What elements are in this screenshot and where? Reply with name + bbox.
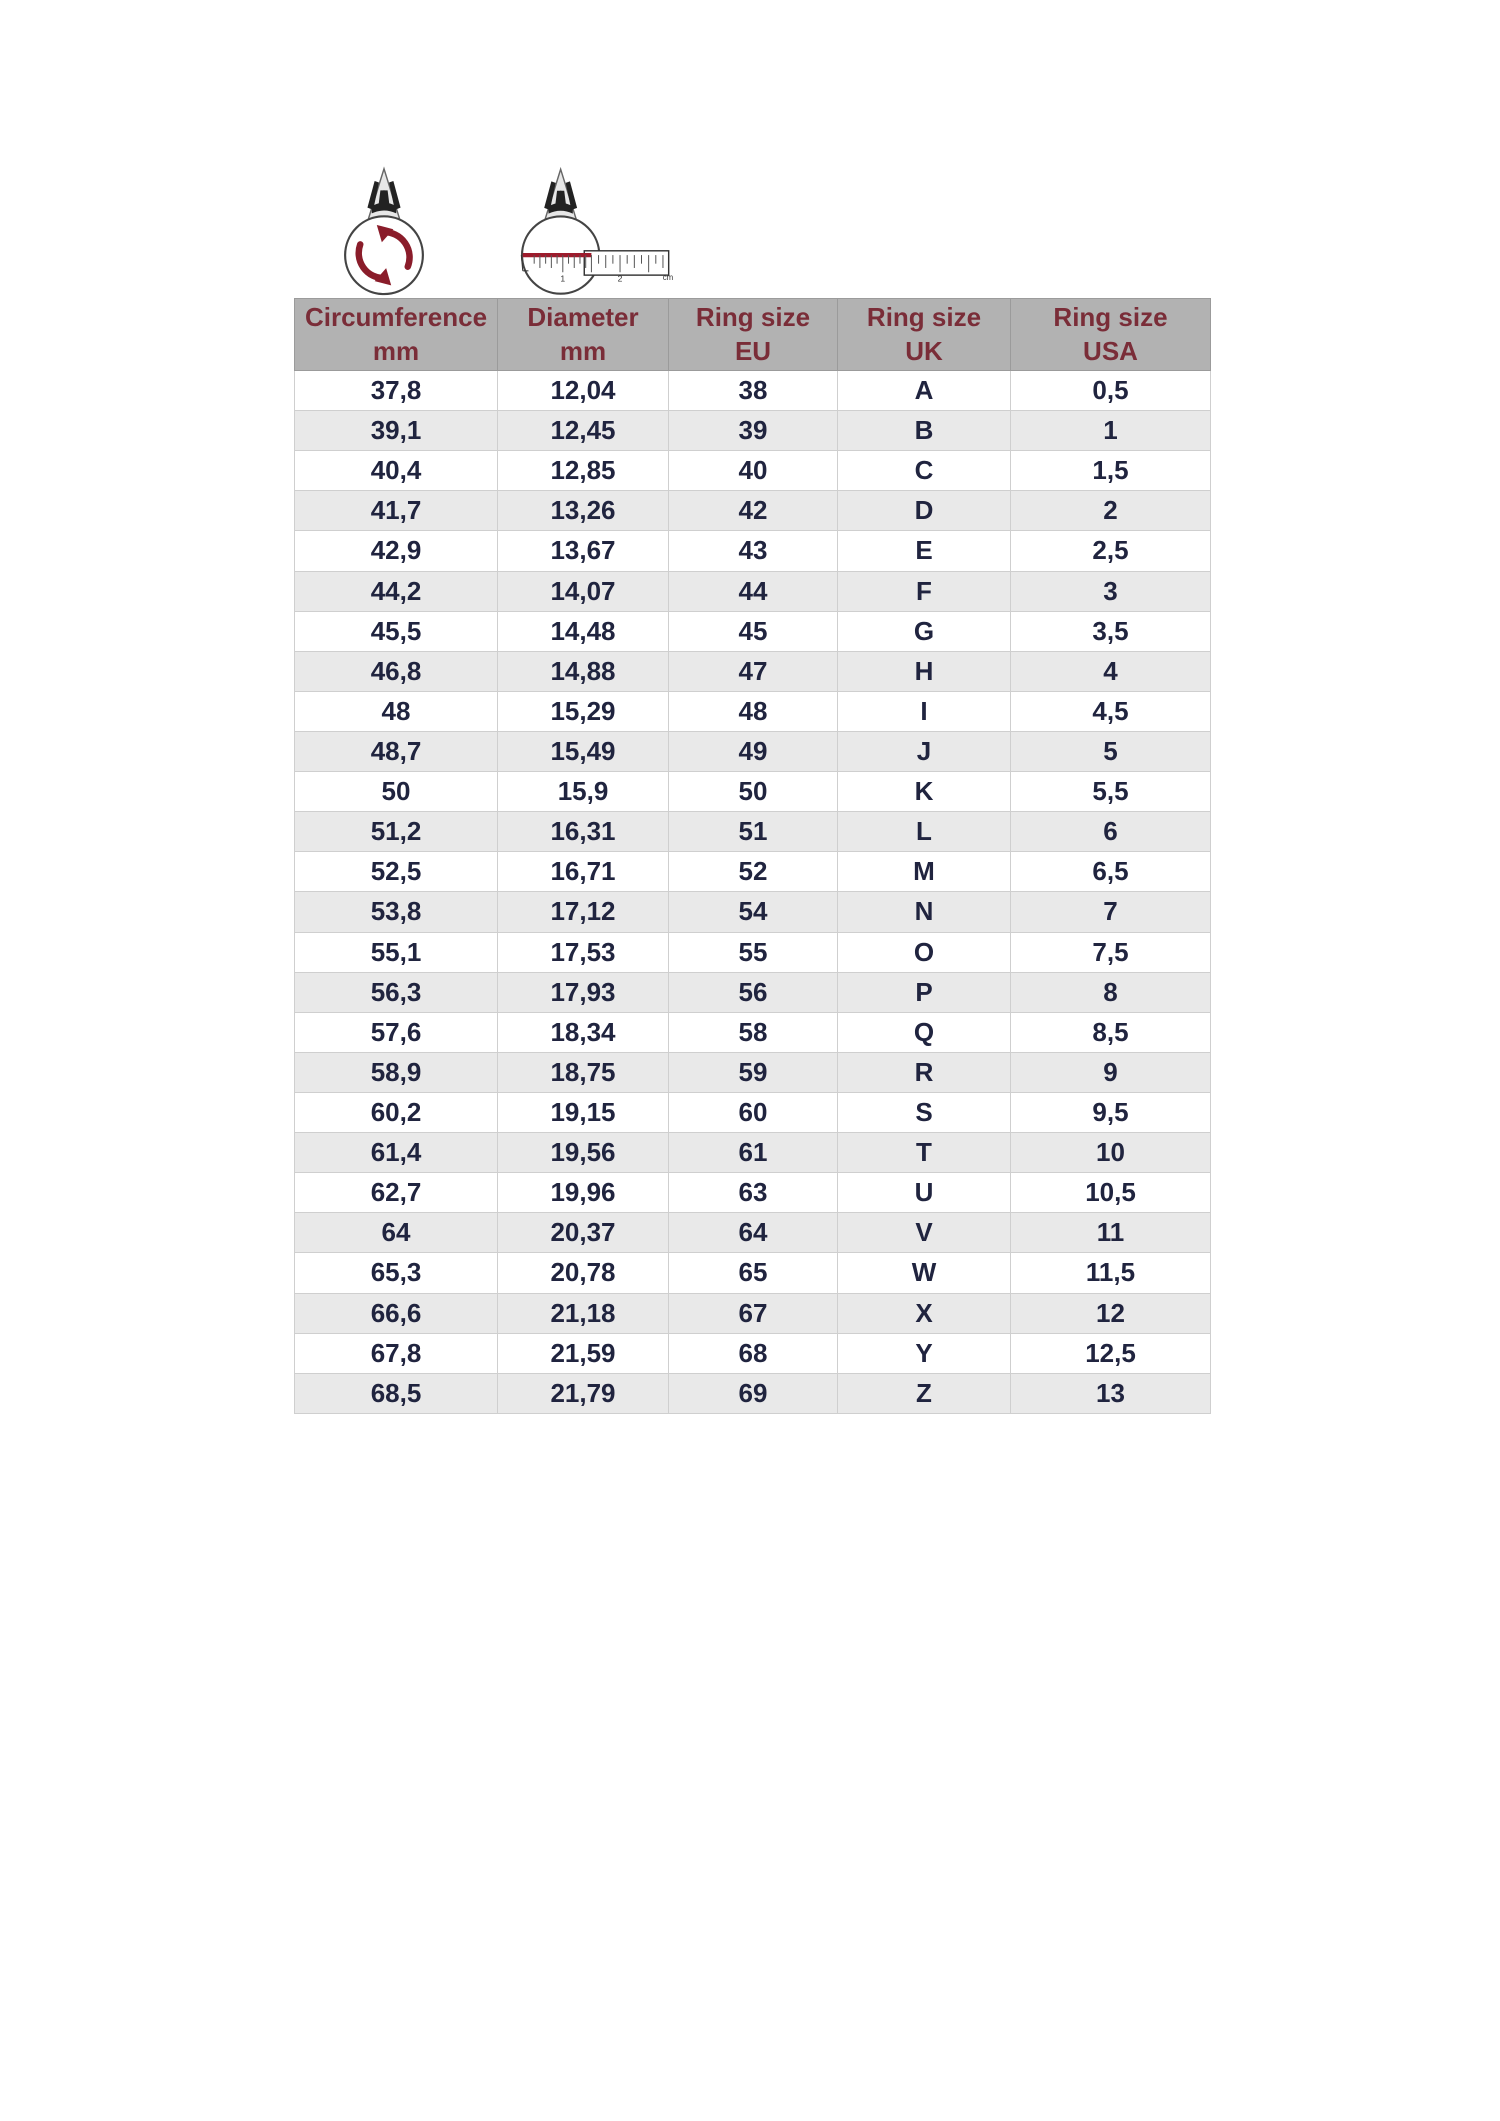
- svg-text:1: 1: [560, 274, 565, 284]
- svg-text:cm: cm: [663, 273, 674, 282]
- svg-text:2: 2: [618, 274, 623, 284]
